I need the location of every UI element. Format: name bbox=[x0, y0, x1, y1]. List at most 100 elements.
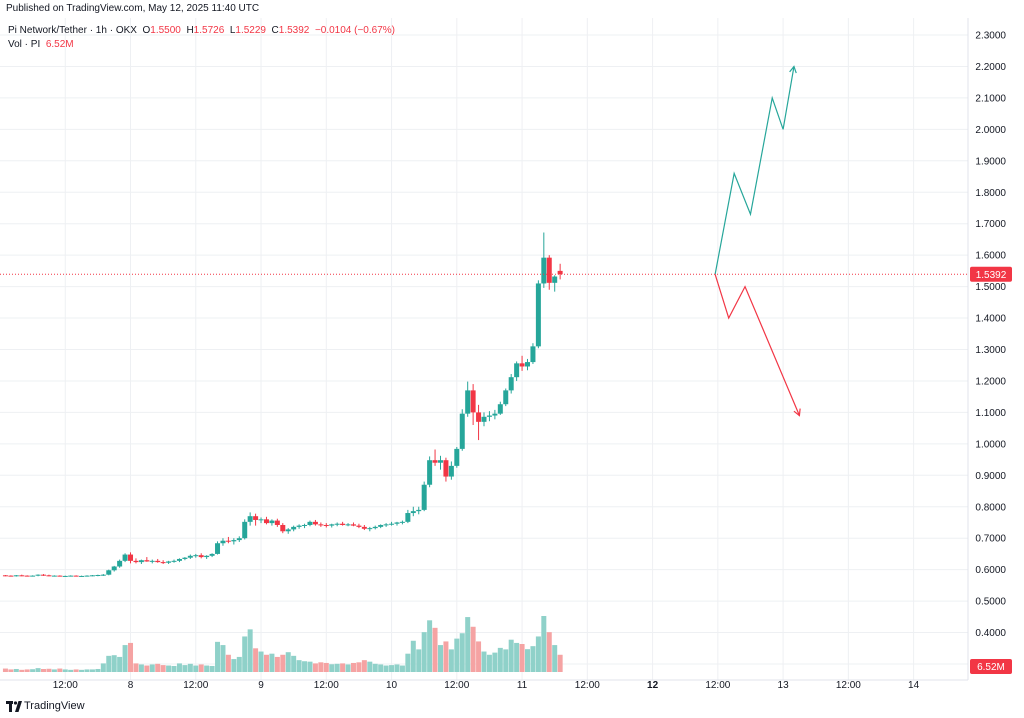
candle-body bbox=[421, 484, 427, 510]
price-tick-label: 2.0000 bbox=[975, 125, 1006, 136]
volume-bar bbox=[416, 649, 422, 672]
price-axis[interactable]: 2.3000 2.2000 2.1000 2.0000 1.9000 1.8000 1.70… bbox=[970, 31, 1012, 675]
legend-volume-label[interactable]: Vol · PI bbox=[8, 39, 41, 50]
candle-body bbox=[378, 524, 384, 527]
time-tick-label: 10 bbox=[386, 680, 398, 691]
volume-bar bbox=[448, 649, 454, 672]
published-caption: Published on TradingView.com, May 12, 20… bbox=[0, 0, 1024, 18]
projection-arrowhead-down bbox=[793, 408, 801, 417]
price-tick-label: 0.8000 bbox=[975, 502, 1006, 513]
tradingview-logo-icon[interactable] bbox=[6, 701, 22, 713]
legend-row-ohlc: Pi Network/Tether · 1h · OKX O1.5500 H1.… bbox=[8, 24, 395, 38]
time-axis[interactable]: 12:00 8 12:00 9 12:00 10 12:00 11 12:00 12 12:00 13… bbox=[53, 680, 920, 691]
volume-bar bbox=[280, 654, 286, 672]
grid-lines bbox=[0, 18, 969, 681]
volume-bars bbox=[2, 616, 563, 672]
volume-bar bbox=[329, 664, 335, 672]
brand-name[interactable]: TradingView bbox=[24, 700, 85, 712]
volume-bar bbox=[405, 653, 411, 672]
volume-bar bbox=[345, 664, 351, 672]
candle-body bbox=[204, 555, 210, 558]
volume-bar bbox=[84, 669, 90, 672]
candle-body bbox=[182, 557, 188, 559]
volume-bar bbox=[497, 647, 503, 672]
volume-bar bbox=[106, 655, 112, 672]
candle-body bbox=[552, 276, 558, 283]
candle-body bbox=[459, 413, 465, 449]
candle-body bbox=[399, 521, 405, 523]
volume-bar bbox=[514, 642, 520, 672]
volume-bar bbox=[117, 656, 123, 672]
volume-bar bbox=[296, 660, 302, 672]
volume-bar bbox=[166, 665, 172, 672]
projection-lines bbox=[714, 65, 801, 417]
time-tick-label: 12:00 bbox=[314, 680, 339, 691]
volume-bar bbox=[247, 629, 253, 672]
time-tick-label: 12:00 bbox=[836, 680, 861, 691]
candle-body bbox=[193, 555, 199, 557]
candle-body bbox=[46, 575, 52, 577]
time-tick-label: 12:00 bbox=[53, 680, 78, 691]
volume-bar bbox=[122, 645, 128, 672]
candle-body bbox=[209, 553, 215, 556]
last-price-tag-label: 1.5392 bbox=[976, 270, 1007, 281]
volume-bar bbox=[51, 669, 57, 672]
volume-bar bbox=[253, 648, 259, 672]
volume-bar bbox=[225, 654, 231, 672]
volume-bar bbox=[399, 665, 405, 672]
candle-body bbox=[231, 540, 237, 542]
candle-body bbox=[557, 270, 563, 275]
volume-bar bbox=[187, 663, 193, 672]
candle-body bbox=[356, 525, 362, 527]
volume-bar bbox=[503, 649, 509, 672]
volume-bar bbox=[73, 669, 79, 672]
volume-bar bbox=[100, 663, 106, 672]
candle-body bbox=[345, 524, 351, 526]
candle-body bbox=[389, 523, 395, 525]
volume-bar bbox=[508, 639, 514, 672]
volume-bar bbox=[2, 668, 8, 672]
volume-bar bbox=[138, 664, 144, 672]
candle-body bbox=[19, 575, 25, 577]
price-tick-label: 2.2000 bbox=[975, 62, 1006, 73]
volume-bar bbox=[486, 654, 492, 672]
candle-body bbox=[307, 521, 313, 525]
candle-body bbox=[89, 575, 95, 577]
volume-bar bbox=[236, 656, 242, 672]
candle-body bbox=[530, 346, 536, 363]
candle-body bbox=[437, 460, 443, 463]
legend-open-label: O bbox=[142, 25, 151, 36]
volume-bar bbox=[323, 662, 329, 672]
price-tick-label: 0.6000 bbox=[975, 565, 1006, 576]
legend-row-volume: Vol · PI 6.52M bbox=[8, 38, 395, 52]
last-price-tag bbox=[970, 266, 1012, 282]
legend-open: 1.5500 bbox=[150, 25, 181, 36]
candle-body bbox=[68, 575, 74, 577]
candle-body bbox=[155, 560, 161, 563]
volume-bar bbox=[340, 663, 346, 672]
price-tick-label: 1.6000 bbox=[975, 251, 1006, 262]
volume-bar bbox=[149, 664, 155, 672]
volume-bar bbox=[95, 668, 101, 672]
volume-bar bbox=[557, 654, 563, 672]
volume-bar bbox=[334, 663, 340, 672]
candle-body bbox=[465, 390, 471, 414]
price-chart[interactable]: 2.3000 2.2000 2.1000 2.0000 1.9000 1.8000 1.70… bbox=[0, 18, 1024, 697]
legend-symbol[interactable]: Pi Network/Tether · 1h · OKX bbox=[8, 25, 137, 36]
volume-bar bbox=[171, 665, 177, 672]
candle-body bbox=[497, 404, 503, 414]
volume-bar bbox=[470, 626, 476, 672]
candle-body bbox=[220, 540, 226, 544]
candle-body bbox=[340, 523, 346, 525]
candle-body bbox=[138, 560, 144, 563]
candle-body bbox=[269, 520, 275, 524]
candle-body bbox=[432, 460, 438, 463]
candle-body bbox=[481, 416, 487, 422]
volume-bar bbox=[46, 668, 52, 672]
candle-body bbox=[302, 524, 308, 526]
price-tick-label: 1.8000 bbox=[975, 188, 1006, 199]
candle-body bbox=[13, 575, 19, 577]
candle-body bbox=[410, 511, 416, 514]
volume-bar bbox=[285, 652, 291, 672]
volume-bar bbox=[258, 651, 264, 672]
